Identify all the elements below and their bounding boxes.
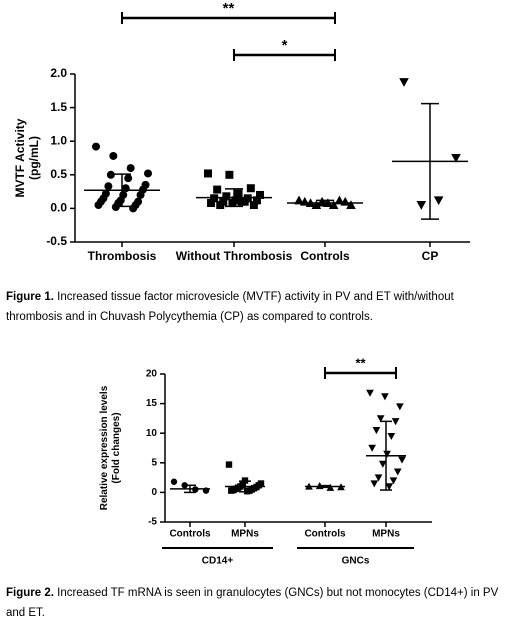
point [225,461,233,468]
point [334,195,345,205]
point [234,189,243,198]
y-axis-label-line: Relative expression levels [99,385,110,510]
point [92,142,100,151]
point [225,170,234,179]
x-tick-label: MPNs [231,529,259,540]
point [328,200,339,210]
y-tick-label: 0.0 [50,201,67,215]
point [104,182,113,191]
point [124,174,133,183]
point [213,185,222,194]
point [346,200,356,210]
point [207,199,216,208]
point [204,169,212,178]
point [381,393,389,401]
caption: Figure 1. Increased tissue factor microv… [6,287,511,327]
point [398,456,406,464]
y-axis-label-line: (Fold changes) [111,412,122,483]
y-axis-label-line: (pg/mL) [27,136,41,180]
point [383,450,391,458]
y-tick-label: 15 [146,398,158,409]
point [389,477,398,485]
point [129,204,138,213]
point [311,200,322,210]
significance-label: ** [223,0,235,17]
point [366,389,374,397]
point [126,164,135,173]
point [237,197,246,206]
x-tick-label: Controls [304,529,346,540]
y-axis-label-line: MVTF Activity [13,118,27,197]
point [374,474,383,482]
y-tick-label: 2.0 [50,66,67,80]
point [368,444,376,452]
y-tick-label: 5 [151,457,157,468]
point [378,460,387,468]
group-label: CD14+ [202,556,234,567]
y-tick-label: 1.0 [50,133,67,147]
x-tick-label: CP [422,249,439,263]
point [109,151,118,160]
y-tick-label: 20 [146,369,158,380]
point [216,201,225,210]
y-tick-label: 1.5 [50,100,67,114]
y-tick-label: -0.5 [46,234,67,248]
point [294,195,304,205]
point [393,468,402,476]
significance-label: ** [355,355,366,370]
point [249,201,258,210]
x-tick-label: Thrombosis [88,249,157,263]
point [370,480,379,488]
group-label: GNCs [342,556,370,567]
x-tick-label: Without Thrombosis [176,249,293,263]
point [252,196,261,205]
y-tick-label: 10 [146,428,158,439]
point [391,418,400,426]
point [94,201,103,210]
point [433,196,444,206]
caption-text: Increased TF mRNA is seen in granulocyte… [6,587,499,619]
point [416,201,427,210]
x-tick-label: Controls [300,249,350,263]
y-tick-label: 0.5 [50,167,67,181]
point [246,184,255,193]
point [372,427,381,435]
point [106,170,115,179]
point [136,190,145,199]
point [256,190,264,199]
caption: Figure 2. Increased TF mRNA is seen in g… [6,583,511,619]
x-tick-label: Controls [169,529,211,540]
point [385,483,394,491]
caption-label: Figure 1. [6,291,54,303]
caption-label: Figure 2. [6,587,54,599]
y-axis-label: Relative expression levels(Fold changes) [99,385,122,510]
point [387,432,396,440]
point [399,78,409,87]
point [396,403,404,411]
point [376,415,385,423]
y-tick-label: -5 [148,517,157,528]
x-tick-label: MPNs [372,529,400,540]
point [451,154,461,163]
point [228,487,235,494]
point [144,169,152,178]
point [170,478,178,485]
caption-text: Increased tissue factor microvesicle (MV… [6,291,454,323]
point [222,192,231,201]
significance-label: * [282,37,288,54]
y-tick-label: 0 [151,487,157,498]
y-axis-label: MVTF Activity(pg/mL) [13,118,41,197]
point [228,199,237,208]
